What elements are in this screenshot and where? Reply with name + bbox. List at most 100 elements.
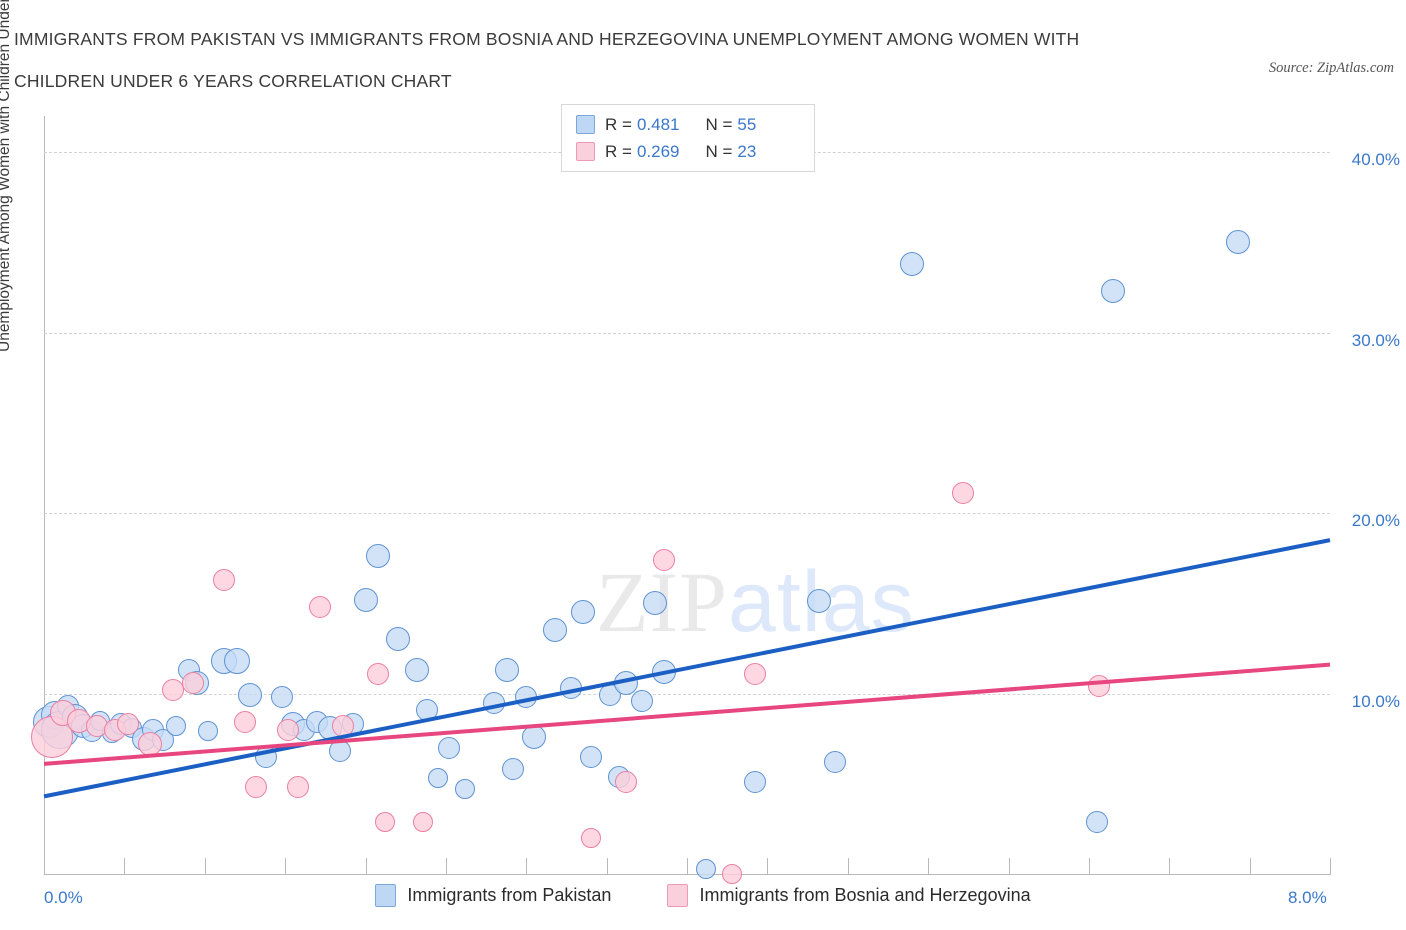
scatter-point[interactable] bbox=[404, 658, 429, 683]
x-axis-line bbox=[44, 874, 1331, 875]
scatter-point[interactable] bbox=[494, 658, 519, 683]
scatter-point[interactable] bbox=[270, 686, 293, 709]
stat-n-label-blue: N = bbox=[705, 114, 733, 134]
stat-r-label-pink: R = bbox=[605, 141, 632, 161]
correlation-stats-legend: R = 0.481 N = 55 R = 0.269 N = 23 bbox=[561, 104, 815, 172]
scatter-point[interactable] bbox=[1100, 279, 1125, 304]
scatter-point[interactable] bbox=[823, 751, 846, 774]
scatter-point[interactable] bbox=[1226, 230, 1251, 255]
scatter-point[interactable] bbox=[245, 776, 268, 799]
title-line-1: IMMIGRANTS FROM PAKISTAN VS IMMIGRANTS F… bbox=[14, 29, 1080, 49]
gridline-20.0 bbox=[44, 513, 1330, 515]
x-axis-tick bbox=[1008, 858, 1010, 874]
scatter-point[interactable] bbox=[277, 718, 300, 741]
x-axis-tick bbox=[767, 858, 769, 874]
scatter-point[interactable] bbox=[722, 864, 742, 884]
x-axis-tick bbox=[606, 858, 608, 874]
stat-row-pink: R = 0.269 N = 23 bbox=[576, 138, 814, 165]
x-axis-tick bbox=[847, 858, 849, 874]
y-axis-title-container: Unemployment Among Women with Children U… bbox=[0, 0, 38, 860]
scatter-point[interactable] bbox=[438, 736, 461, 759]
plot-area: ZIPatlas bbox=[31, 116, 1331, 884]
scatter-point[interactable] bbox=[366, 544, 391, 569]
trendlines bbox=[43, 538, 1331, 799]
chart-header: IMMIGRANTS FROM PAKISTAN VS IMMIGRANTS F… bbox=[0, 0, 1406, 96]
scatter-point[interactable] bbox=[743, 662, 766, 685]
scatter-point[interactable] bbox=[138, 732, 163, 757]
stat-swatch-blue-icon bbox=[576, 115, 595, 134]
scatter-point[interactable] bbox=[385, 627, 410, 652]
y-tick-label: 30.0% bbox=[1351, 330, 1400, 350]
legend-swatch-bosnia-icon bbox=[667, 884, 689, 907]
trendline-pakistan bbox=[43, 538, 1331, 799]
scatter-point[interactable] bbox=[579, 745, 602, 768]
source-note: Source: ZipAtlas.com bbox=[1268, 60, 1394, 76]
x-axis-tick bbox=[445, 858, 447, 874]
scatter-point[interactable] bbox=[353, 587, 378, 612]
scatter-point[interactable] bbox=[374, 811, 395, 832]
x-axis-tick bbox=[1249, 858, 1251, 874]
stat-r-value-blue: 0.481 bbox=[636, 114, 680, 134]
scatter-point[interactable] bbox=[286, 776, 309, 799]
x-axis-tick bbox=[928, 858, 930, 874]
trendline-bosnia bbox=[43, 662, 1331, 766]
stat-swatch-pink-icon bbox=[576, 142, 595, 161]
gridline-30.0 bbox=[44, 332, 1330, 334]
scatter-point[interactable] bbox=[237, 683, 262, 708]
scatter-point[interactable] bbox=[233, 711, 256, 734]
x-axis-tick bbox=[1330, 858, 1331, 874]
x-axis-tick bbox=[1169, 858, 1171, 874]
scatter-point[interactable] bbox=[161, 678, 184, 701]
scatter-point[interactable] bbox=[806, 589, 831, 614]
scatter-point[interactable] bbox=[696, 858, 717, 879]
y-axis-title: Unemployment Among Women with Children U… bbox=[0, 0, 13, 352]
scatter-point[interactable] bbox=[743, 770, 766, 793]
x-axis-tick bbox=[365, 858, 367, 874]
stat-row-blue: R = 0.481 N = 55 bbox=[576, 111, 814, 138]
scatter-point[interactable] bbox=[952, 482, 975, 505]
scatter-point[interactable] bbox=[165, 716, 186, 736]
scatter-point[interactable] bbox=[309, 595, 332, 618]
scatter-point[interactable] bbox=[900, 251, 925, 276]
scatter-point[interactable] bbox=[653, 548, 676, 571]
scatter-point[interactable] bbox=[642, 591, 667, 616]
legend-swatch-pakistan-icon bbox=[375, 884, 397, 907]
scatter-point[interactable] bbox=[413, 811, 434, 832]
scatter-point[interactable] bbox=[213, 568, 236, 591]
legend-label-bosnia: Immigrants from Bosnia and Herzegovina bbox=[699, 885, 1031, 905]
stat-n-value-pink: 23 bbox=[737, 141, 757, 161]
scatter-point[interactable] bbox=[502, 758, 525, 781]
x-axis-tick bbox=[285, 858, 287, 874]
page-title: IMMIGRANTS FROM PAKISTAN VS IMMIGRANTS F… bbox=[14, 18, 1174, 102]
scatter-point[interactable] bbox=[116, 713, 139, 736]
y-tick-label: 10.0% bbox=[1351, 691, 1400, 711]
x-axis-tick bbox=[204, 858, 206, 874]
scatter-point[interactable] bbox=[570, 600, 595, 625]
scatter-point[interactable] bbox=[543, 618, 568, 643]
scatter-point[interactable] bbox=[223, 648, 250, 675]
legend-entry-bosnia[interactable]: Immigrants from Bosnia and Herzegovina bbox=[667, 884, 1031, 907]
x-axis-min-label: 0.0% bbox=[44, 888, 83, 907]
stat-n-label-pink: N = bbox=[705, 141, 733, 161]
gridline-10.0 bbox=[44, 693, 1330, 695]
scatter-point[interactable] bbox=[630, 689, 653, 712]
series-legend: Immigrants from Pakistan Immigrants from… bbox=[0, 884, 1406, 907]
scatter-point[interactable] bbox=[455, 779, 476, 800]
scatter-point[interactable] bbox=[197, 721, 218, 742]
scatter-point[interactable] bbox=[182, 671, 205, 694]
scatter-point[interactable] bbox=[427, 768, 448, 789]
scatter-point[interactable] bbox=[614, 770, 637, 793]
scatter-point[interactable] bbox=[1085, 810, 1108, 833]
x-axis-tick bbox=[687, 858, 688, 874]
title-line-2: CHILDREN UNDER 6 YEARS CORRELATION CHART bbox=[14, 71, 452, 91]
y-tick-label: 40.0% bbox=[1351, 150, 1400, 170]
legend-entry-pakistan[interactable]: Immigrants from Pakistan bbox=[375, 884, 611, 907]
stat-n-value-blue: 55 bbox=[737, 114, 757, 134]
x-axis-tick bbox=[526, 858, 528, 874]
scatter-point[interactable] bbox=[367, 662, 390, 685]
scatter-point[interactable] bbox=[580, 827, 601, 848]
y-axis-line bbox=[44, 116, 45, 874]
x-axis-tick bbox=[1088, 858, 1090, 874]
stat-r-value-pink: 0.269 bbox=[636, 141, 680, 161]
